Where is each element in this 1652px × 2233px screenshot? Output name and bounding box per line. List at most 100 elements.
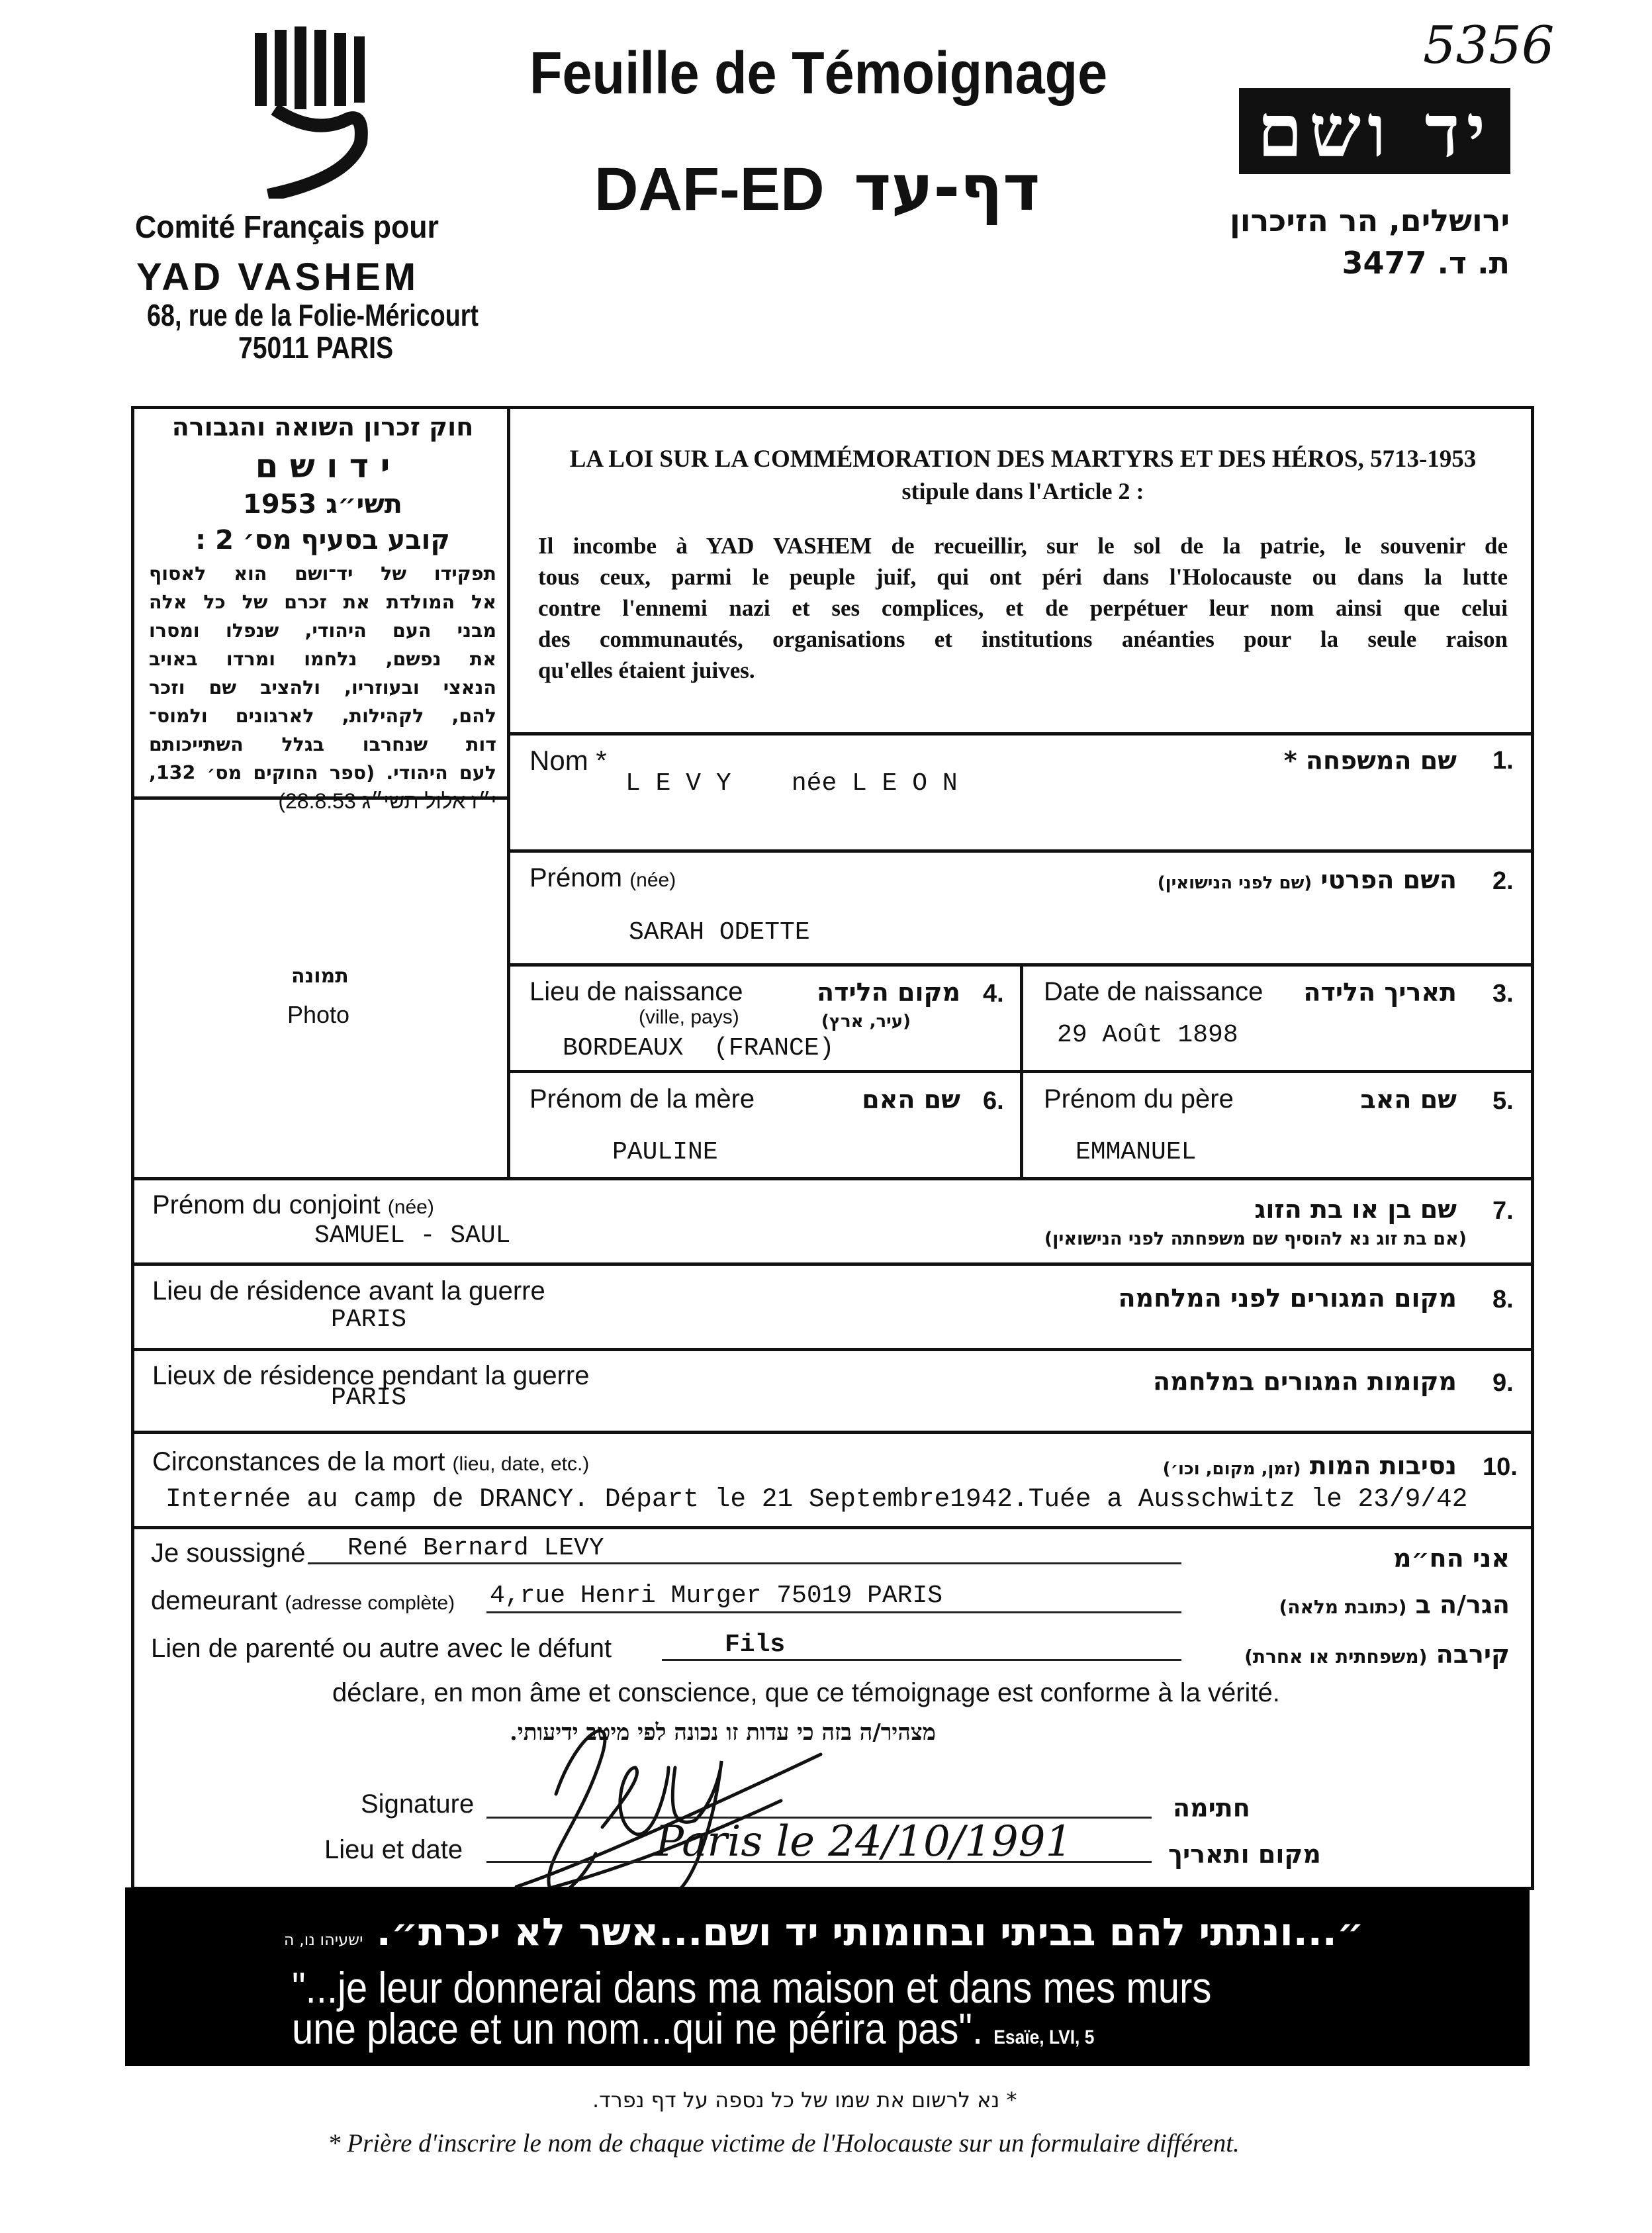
quote-hebrew: ״...ונתתי להם בביתי ובחומותי יד ושם...אש… [284,1913,1364,1951]
relation-value[interactable]: Fils [725,1631,786,1659]
field-10-value[interactable]: Internée au camp de DRANCY. Départ le 21… [165,1484,1468,1514]
law-he-article: קובע בסעיף מס׳ 2 : [195,525,450,555]
law-he-line: להם, לקהילות, לארגונים ולמוס־ [149,705,496,727]
place-date-value[interactable]: Paris le 24/10/1991 [655,1817,1073,1866]
field-1-value[interactable]: L E V Y née L E O N [625,769,958,798]
divider [131,796,508,800]
page-title: Feuille de Témoignage [529,40,1108,107]
place-date-label: Lieu et date [324,1835,463,1864]
law-he-line: לעם היהודי. (ספר החוקים מס׳ 132, [149,762,496,784]
label-text: Prénom [529,863,623,892]
field-6-number: 6. [983,1087,1004,1115]
quote-hebrew-text: ״...ונתתי להם בביתי ובחומותי יד ושם...אש… [376,1909,1364,1954]
field-7-value[interactable]: SAMUEL - SAUL [314,1221,511,1250]
law-he-title: חוק זכרון השואה והגבורה [171,412,474,442]
footnote-french: * Prière d'inscrire le nom de chaque vic… [328,2129,1240,2158]
field-9-value[interactable]: PARIS [331,1384,407,1412]
field-3-label: Date de naissance [1044,977,1263,1006]
field-6-label-hebrew: שם האם [862,1085,960,1114]
label-text: נסיבות המות [1309,1451,1457,1480]
address-hebrew-line1: ירושלים, הר הזיכרון [1229,203,1510,238]
field-2-value[interactable]: SARAH ODETTE [629,918,810,947]
field-4-label-note: (ville, pays) [639,1006,739,1028]
law-he-line: מבני העם היהודי, שנפלו ומסרו [149,620,496,641]
yad-vashem-logo: יד ושם [1239,88,1510,174]
field-4-label: Lieu de naissance [529,977,743,1006]
law-he-line: את נפשם, נלחמו ומרדו באויב [149,648,496,670]
address-label: demeurant (adresse complète) [151,1588,455,1614]
law-fr-line: des communautés, organisations et instit… [538,626,1508,652]
field-4-number: 4. [983,980,1004,1008]
place-date-line [486,1861,1152,1863]
signature-scribble [514,1729,823,1895]
label-text: Prénom du conjoint [152,1190,381,1219]
field-1-label-hebrew: שם המשפחה * [1283,746,1457,775]
statement-french: déclare, en mon âme et conscience, que c… [332,1678,1280,1707]
law-fr-subtitle: stipule dans l'Article 2 : [901,478,1144,504]
field-3-label-hebrew: תאריך הלידה [1303,978,1457,1007]
field-7-label: Prénom du conjoint (née) [152,1192,434,1218]
field-9-number: 9. [1492,1369,1514,1397]
quote-french-source: Esaïe, LVI, 5 [993,2026,1095,2048]
law-he-body: תפקידו של יד־ושם הוא לאסוף אל המולדת את … [149,559,496,816]
law-fr-line: tous ceux, parmi le peuple juif, qui ont… [538,564,1508,590]
label-text: השם הפרטי [1320,865,1457,894]
label-note: (née) [629,869,676,891]
field-3-value[interactable]: 29 Août 1898 [1057,1021,1238,1049]
divider [507,849,1533,853]
address-line [486,1611,1181,1613]
undersigned-label-hebrew: אני הח״מ [1393,1544,1510,1573]
law-fr-line: contre l'ennemi nazi et ses complices, e… [538,595,1508,621]
field-6-label: Prénom de la mère [529,1084,755,1114]
relation-label: Lien de parenté ou autre avec le défunt [151,1634,612,1663]
place-date-label-hebrew: מקום ותאריך [1168,1840,1321,1869]
archive-number-handwritten: 5356 [1423,16,1555,75]
address-value[interactable]: 4,rue Henri Murger 75019 PARIS [490,1582,943,1610]
law-he-line: דות שנחרבו בגלל השתייכותם [149,734,496,755]
label-text: קירבה [1436,1640,1510,1669]
label-note: (שם לפני הנישואין) [1157,873,1312,893]
divider [131,1348,1534,1351]
divider [131,1262,1534,1266]
law-fr-line: Il incombe à YAD VASHEM de recueillir, s… [538,533,1508,559]
label-note: (née) [387,1196,434,1218]
org-address-city: 75011 PARIS [238,330,394,365]
law-he-yad-vashem: י ד ו ש ם [255,447,390,485]
law-french: LA LOI SUR LA COMMÉMORATION DES MARTYRS … [538,445,1508,686]
divider [131,1177,1534,1180]
law-he-line: י״ז אלול תשי״ג 28.8.53) [278,789,496,813]
field-7-number: 7. [1492,1197,1514,1225]
photo-label-hebrew: תמונה [291,965,349,988]
quote-french-text: une place et un nom...qui ne périra pas"… [292,2004,984,2053]
field-8-label-hebrew: מקום המגורים לפני המלחמה [1118,1284,1457,1313]
field-5-label-hebrew: שם האב [1360,1085,1457,1114]
relation-label-hebrew: קירבה (משפחתית או אחרת) [1244,1642,1510,1667]
law-he-line: אל המולדת את זכרם של כל אלה [149,591,496,613]
undersigned-value[interactable]: René Bernard LEVY [347,1534,604,1562]
quote-french-line1: "...je leur donnerai dans ma maison et d… [292,1963,1212,2012]
field-9-label-hebrew: מקומות המגורים במלחמה [1152,1367,1457,1396]
field-5-value[interactable]: EMMANUEL [1076,1138,1197,1166]
divider [131,1526,1534,1529]
label-text: Circonstances de la mort [152,1447,445,1476]
field-4-label-hebrew-note: (עיר, ארץ) [821,1012,911,1031]
subtitle-latin: DAF-ED [594,156,825,223]
label-note: (lieu, date, etc.) [452,1453,590,1475]
field-5-label: Prénom du père [1044,1084,1234,1114]
field-8-value[interactable]: PARIS [331,1306,407,1334]
law-fr-line: qu'elles étaient juives. [538,657,755,683]
field-8-number: 8. [1492,1286,1514,1313]
statement-hebrew: מצהיר/ה בזה כי עדות זו נכונה לפי מיטב יד… [510,1719,936,1746]
law-fr-title: LA LOI SUR LA COMMÉMORATION DES MARTYRS … [569,446,1477,473]
field-7-label-hebrew: שם בן או בת הזוג [1254,1195,1457,1224]
label-text: הגר/ה ב [1415,1590,1510,1619]
divider [131,1431,1534,1434]
field-8-label: Lieu de résidence avant la guerre [152,1276,545,1306]
field-6-value[interactable]: PAULINE [612,1138,718,1166]
photo-label: Photo [287,1001,350,1028]
law-he-year: תשי״ג 1953 [243,489,402,520]
label-text: demeurant [151,1586,278,1615]
signature-label: Signature [361,1789,475,1819]
address-label-hebrew: הגר/ה ב (כתובת מלאה) [1279,1592,1510,1617]
field-4-value[interactable]: BORDEAUX (FRANCE) [563,1034,835,1063]
